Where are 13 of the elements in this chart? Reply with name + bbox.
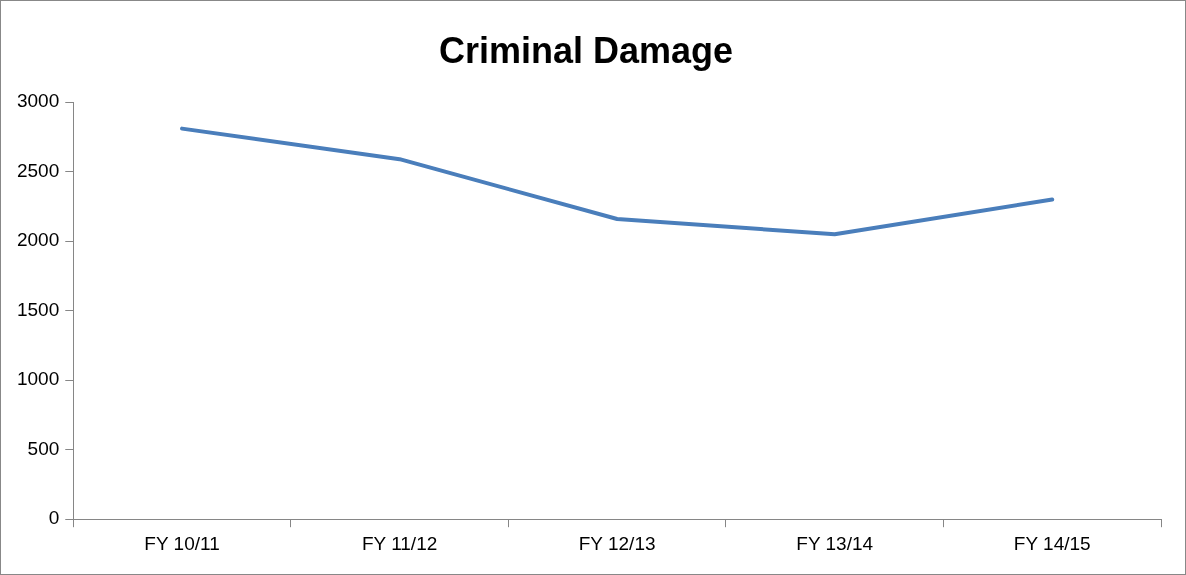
- y-tick-label: 1000: [16, 368, 60, 390]
- x-tick-label: FY 12/13: [578, 532, 656, 554]
- y-tick-label: 0: [48, 507, 60, 529]
- x-tick-label: FY 13/14: [796, 532, 874, 554]
- y-tick-label: 3000: [16, 90, 60, 112]
- y-tick-label: 2000: [16, 229, 60, 251]
- y-tick-label: 2500: [16, 159, 60, 181]
- x-tick-label: FY 14/15: [1013, 532, 1091, 554]
- x-tick-label: FY 11/12: [361, 532, 438, 554]
- y-tick-label: 500: [27, 437, 60, 459]
- y-tick-label: 1500: [16, 298, 60, 320]
- chart-title: Criminal Damage: [438, 29, 734, 71]
- x-tick-label: FY 10/11: [144, 532, 220, 554]
